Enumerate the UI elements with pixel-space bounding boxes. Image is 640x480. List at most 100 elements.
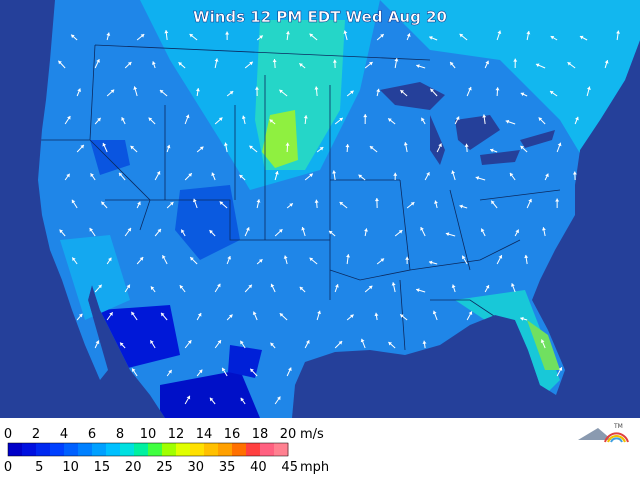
arrow-head xyxy=(274,171,279,175)
arrow-head xyxy=(575,116,579,121)
mph-tick-label: 40 xyxy=(250,460,267,475)
color-swatch xyxy=(176,443,191,456)
arrow-head xyxy=(178,62,183,66)
arrow-head xyxy=(380,34,384,38)
arrow-head xyxy=(497,30,502,35)
arrow-head xyxy=(475,176,480,180)
arrow-head xyxy=(139,257,144,261)
arrow-head xyxy=(350,90,354,95)
arrow-head xyxy=(126,284,130,289)
arrow-head xyxy=(430,88,434,93)
arrow-head xyxy=(451,170,456,175)
arrow-head xyxy=(250,368,254,373)
ms-tick-label: 2 xyxy=(32,427,40,442)
arrow-head xyxy=(428,260,433,265)
color-swatch xyxy=(120,443,135,456)
arrow-head xyxy=(285,142,290,146)
arrow-head xyxy=(541,227,546,231)
arrow-head xyxy=(132,368,136,373)
arrow-head xyxy=(164,30,169,34)
ms-tick-label: 14 xyxy=(196,427,213,442)
arrow-head xyxy=(225,31,230,35)
color-swatch xyxy=(260,443,275,456)
arrow-head xyxy=(77,88,81,92)
arrow-head xyxy=(131,311,135,316)
arrow-head xyxy=(432,310,437,315)
arrow-head xyxy=(538,117,543,121)
arrow-head xyxy=(550,35,555,40)
mph-tick-label: 20 xyxy=(125,460,142,475)
arrow-head xyxy=(400,314,404,318)
arrow-head xyxy=(89,227,93,232)
arrow-head xyxy=(416,64,420,69)
arrow-head xyxy=(252,311,257,316)
arrow-head xyxy=(110,89,115,94)
arrow-head xyxy=(269,119,274,123)
arrow-head xyxy=(459,204,463,209)
arrow-head xyxy=(410,202,415,206)
color-swatch xyxy=(36,443,51,456)
arrow-head xyxy=(485,60,490,65)
arrow-head xyxy=(71,199,76,204)
arrow-head xyxy=(332,170,337,174)
arrow-head xyxy=(289,203,293,207)
land xyxy=(38,0,640,418)
map-title: Winds 12 PM EDT Wed Aug 20 xyxy=(193,8,447,26)
logo-mark: TM xyxy=(613,423,623,430)
arrow-head xyxy=(429,36,433,40)
arrow-head xyxy=(358,174,363,179)
wind-zone xyxy=(90,140,130,175)
arrow-head xyxy=(329,230,333,235)
arrow-head xyxy=(72,257,76,262)
arrow-head xyxy=(256,199,261,203)
arrow-head xyxy=(309,257,314,262)
arrow-head xyxy=(303,115,308,119)
arrow-head xyxy=(240,340,244,345)
arrow-head xyxy=(150,286,155,290)
arrow-head xyxy=(380,258,385,262)
arrow-head xyxy=(217,340,221,344)
arrow-head xyxy=(229,91,234,95)
color-bar xyxy=(7,442,289,457)
arrow-head xyxy=(223,142,228,146)
arrow-head xyxy=(555,198,560,202)
ms-tick-label: 8 xyxy=(116,427,124,442)
arrow-head xyxy=(520,316,524,321)
arrow-head xyxy=(185,114,190,119)
arrow-head xyxy=(406,33,411,37)
arrow-head xyxy=(309,33,314,38)
arrow-head xyxy=(374,312,379,317)
arrow-head xyxy=(520,145,525,150)
arrow-head xyxy=(254,86,259,90)
ms-tick-label: 4 xyxy=(60,427,68,442)
arrow-head xyxy=(438,143,442,148)
arrow-head xyxy=(189,33,194,38)
ms-tick-label: 12 xyxy=(168,427,185,442)
arrow-head xyxy=(80,144,84,149)
arrow-head xyxy=(299,286,304,291)
arrow-head xyxy=(169,201,174,206)
arrow-head xyxy=(270,283,275,288)
arrow-head xyxy=(96,59,100,63)
arrow-head xyxy=(586,86,591,90)
arrow-head xyxy=(505,119,510,124)
arrow-head xyxy=(222,367,226,372)
arrow-head xyxy=(66,173,70,178)
arrow-head xyxy=(67,115,71,120)
arrow-head xyxy=(283,255,288,259)
arrow-head xyxy=(482,114,487,118)
arrow-head xyxy=(101,201,105,206)
mph-tick-label: 5 xyxy=(35,460,43,475)
arrow-head xyxy=(195,88,200,92)
wind-zone xyxy=(262,110,298,168)
arrow-head xyxy=(450,62,454,66)
arrow-head xyxy=(151,61,156,65)
arrow-head xyxy=(339,117,343,122)
arrow-head xyxy=(120,342,124,347)
arrow-head xyxy=(350,314,354,319)
arrow-head xyxy=(108,257,112,262)
arrow-head xyxy=(520,92,525,97)
arrow-head xyxy=(398,230,403,234)
arrow-head xyxy=(338,341,343,345)
